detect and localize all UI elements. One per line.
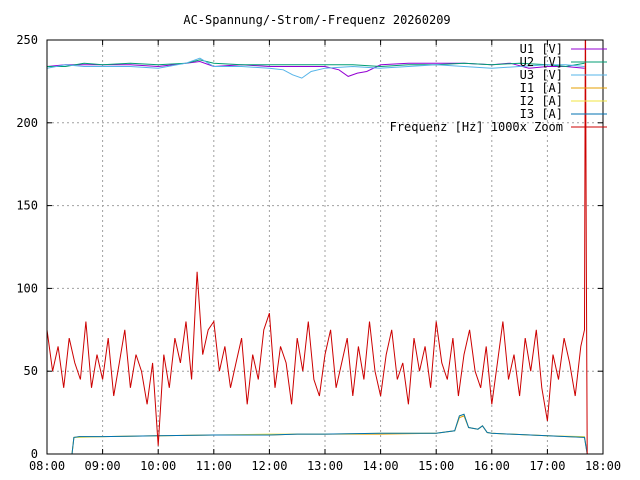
tick-labels: 08:00 09:00 10:00 11:00 12:00 13:00 14:00 15:00…: [16, 33, 621, 473]
series-line-6: [71, 413, 588, 454]
y-tick-label: 50: [24, 364, 38, 378]
x-tick-label: 15:00: [418, 459, 454, 473]
legend-label: U1 [V]: [520, 42, 563, 56]
legend-label: U2 [V]: [520, 55, 563, 69]
x-tick-label: 09:00: [85, 459, 121, 473]
legend-label: Frequenz [Hz] 1000x Zoom: [390, 120, 563, 134]
x-tick-label: 17:00: [529, 459, 565, 473]
y-tick-label: 250: [16, 33, 38, 47]
x-tick-label: 16:00: [474, 459, 510, 473]
series-line-7: [47, 40, 588, 454]
legend-label: I1 [A]: [520, 81, 563, 95]
x-tick-label: 12:00: [251, 459, 287, 473]
legend-label: I3 [A]: [520, 107, 563, 121]
legend-label: U3 [V]: [520, 68, 563, 82]
chart-title: AC-Spannung/-Strom/-Frequenz 20260209: [183, 13, 450, 27]
y-tick-label: 0: [31, 447, 38, 461]
series-line-3: [47, 57, 585, 79]
series-layer: [47, 40, 588, 454]
x-tick-label: 13:00: [307, 459, 343, 473]
legend: U1 [V]U2 [V]U3 [V]I1 [A]I2 [A]I3 [A]Freq…: [390, 42, 607, 134]
series-line-2: [47, 59, 585, 68]
y-tick-label: 100: [16, 281, 38, 295]
y-tick-label: 150: [16, 199, 38, 213]
x-tick-label: 14:00: [363, 459, 399, 473]
x-tick-label: 11:00: [196, 459, 232, 473]
x-tick-label: 10:00: [140, 459, 176, 473]
y-tick-label: 200: [16, 116, 38, 130]
x-tick-label: 08:00: [29, 459, 65, 473]
grid: [47, 40, 603, 454]
x-tick-label: 18:00: [585, 459, 621, 473]
legend-label: I2 [A]: [520, 94, 563, 108]
